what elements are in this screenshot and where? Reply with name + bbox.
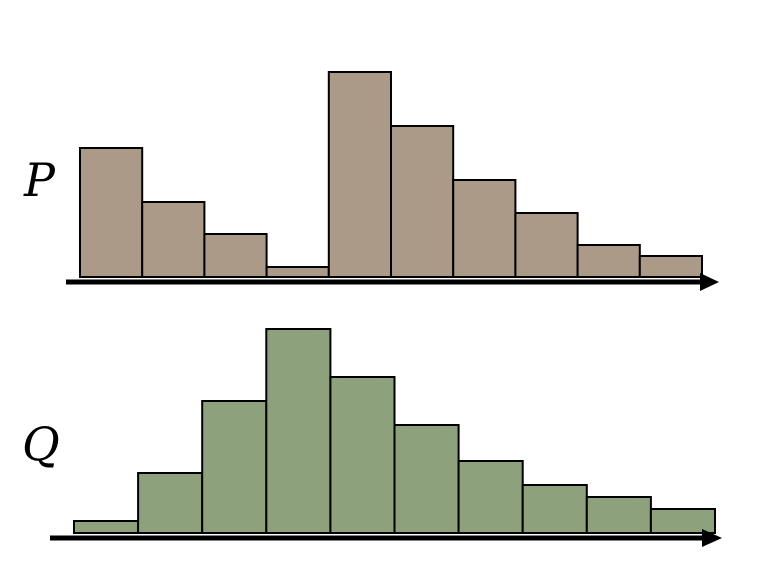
bar-p-7 (452, 179, 517, 278)
bar-q-4 (265, 328, 332, 534)
bar-q-10 (649, 508, 717, 534)
bar-q-2 (137, 472, 204, 534)
bar-p-10 (638, 255, 703, 278)
bar-q-6 (393, 424, 460, 534)
x-axis-arrow-p (700, 273, 719, 291)
bar-q-1 (73, 520, 140, 534)
bar-q-7 (457, 460, 524, 534)
bar-p-5 (327, 71, 392, 278)
series-label-q: Q (22, 417, 60, 471)
bar-q-5 (329, 376, 396, 534)
bar-p-8 (514, 212, 579, 278)
bar-p-9 (576, 244, 641, 278)
bar-p-3 (203, 233, 268, 278)
series-label-p: P (23, 153, 56, 207)
bar-p-4 (265, 266, 330, 278)
bar-p-6 (390, 125, 455, 278)
x-axis-arrow-q (702, 529, 722, 547)
bar-p-1 (79, 147, 144, 278)
histogram-p: P (23, 71, 719, 291)
bar-q-8 (521, 484, 588, 534)
bar-q-3 (201, 400, 268, 534)
bar-q-9 (585, 496, 652, 534)
bar-p-2 (141, 201, 206, 278)
histogram-q: Q (22, 328, 722, 547)
